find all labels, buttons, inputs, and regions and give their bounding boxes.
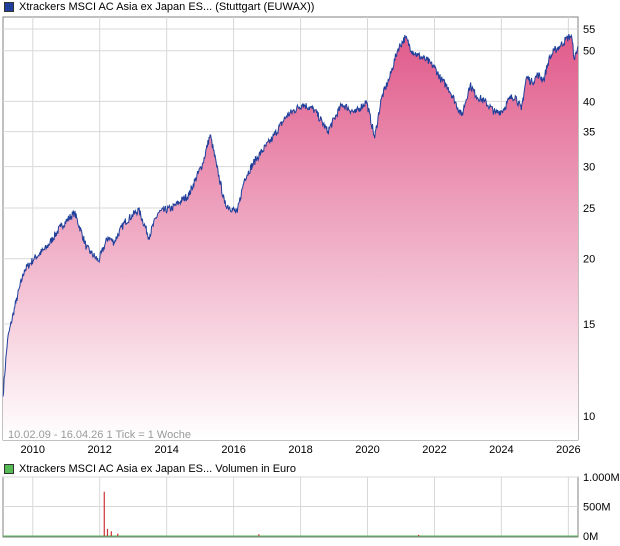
price-y-tick-label: 30: [583, 162, 595, 174]
price-y-tick-label: 15: [583, 319, 595, 331]
price-y-tick-label: 25: [583, 203, 595, 215]
price-area: [3, 34, 578, 440]
price-legend: Xtrackers MSCI AC Asia ex Japan ES... (S…: [4, 0, 314, 14]
volume-legend-label: Xtrackers MSCI AC Asia ex Japan ES... Vo…: [19, 463, 296, 475]
date-range-info: 10.02.09 - 16.04.26 1 Tick = 1 Woche: [8, 429, 191, 441]
price-y-tick-label: 20: [583, 254, 595, 266]
price-x-tick-label: 2026: [556, 444, 580, 456]
price-x-tick-label: 2010: [21, 444, 45, 456]
price-line: [2, 33, 579, 397]
volume-bar: [106, 528, 109, 536]
price-x-axis: 2010 2012 2014 2016 2018 2020 2022 2024 2026: [21, 444, 581, 456]
volume-y-tick-label: 500M: [583, 502, 611, 514]
volume-bars: [103, 491, 420, 536]
volume-y-tick-label: 1.000M: [583, 472, 620, 484]
volume-bar: [103, 491, 105, 536]
volume-legend-swatch: [4, 464, 14, 474]
price-y-tick-label: 35: [583, 127, 595, 139]
price-x-tick-label: 2014: [154, 444, 178, 456]
price-y-tick-label: 40: [583, 96, 595, 108]
volume-panel: 1.000M 500M 0M: [2, 472, 620, 543]
volume-bar: [117, 533, 119, 536]
volume-bar: [418, 534, 420, 536]
price-legend-label: Xtrackers MSCI AC Asia ex Japan ES... (S…: [19, 1, 315, 13]
price-x-tick-label: 2024: [489, 444, 513, 456]
price-x-tick-label: 2018: [288, 444, 312, 456]
volume-y-tick-label: 0M: [583, 531, 598, 543]
price-y-tick-label: 10: [583, 411, 595, 423]
price-x-tick-label: 2012: [87, 444, 111, 456]
price-x-tick-label: 2022: [422, 444, 446, 456]
volume-y-axis: 1.000M 500M 0M: [583, 472, 620, 543]
price-y-axis: 10 15 20 25 30 35 40 50 55: [583, 24, 595, 423]
price-x-tick-label: 2020: [355, 444, 379, 456]
price-y-tick-label: 50: [583, 46, 595, 58]
volume-bar: [110, 531, 112, 536]
price-legend-swatch: [4, 2, 14, 12]
volume-grid: [3, 476, 578, 536]
volume-bar: [258, 534, 260, 536]
price-y-tick-label: 55: [583, 24, 595, 36]
volume-legend: Xtrackers MSCI AC Asia ex Japan ES... Vo…: [4, 462, 296, 476]
price-x-tick-label: 2016: [221, 444, 245, 456]
